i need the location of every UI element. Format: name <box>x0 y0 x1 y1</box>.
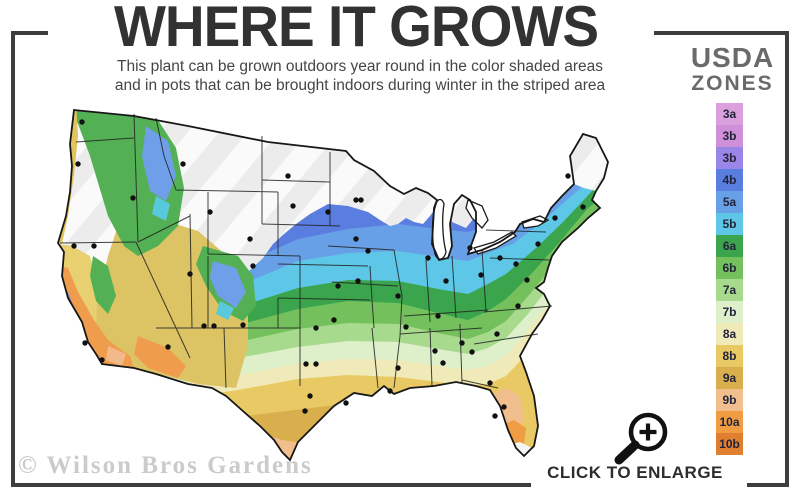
city-dot <box>487 380 493 386</box>
city-dot <box>497 255 503 261</box>
city-dot <box>313 325 319 331</box>
city-dot <box>580 204 586 210</box>
city-dot <box>331 317 337 323</box>
city-dot <box>285 173 291 179</box>
frame-top-left <box>11 31 48 35</box>
zone-swatch-3b-2: 3b <box>716 147 743 169</box>
zone-swatch-10b-15: 10b <box>716 433 743 455</box>
city-dot <box>355 278 361 284</box>
city-dot <box>211 323 217 329</box>
frame-right <box>785 31 789 487</box>
city-dot <box>435 313 441 319</box>
legend-title: USDA ZONES <box>660 42 800 96</box>
city-dot <box>307 393 313 399</box>
city-dot <box>443 278 449 284</box>
magnifier-icon[interactable] <box>604 405 680 467</box>
city-dots <box>71 119 586 419</box>
zone-swatch-6a-6: 6a <box>716 235 743 257</box>
city-dot <box>325 209 331 215</box>
zone-swatch-3a-0: 3a <box>716 103 743 125</box>
city-dot <box>79 119 85 125</box>
city-dot <box>180 161 186 167</box>
city-dot <box>71 243 77 249</box>
city-dot <box>387 388 393 394</box>
city-dot <box>353 197 359 203</box>
city-dot <box>99 357 105 363</box>
page-title: WHERE IT GROWS <box>113 0 599 59</box>
city-dot <box>240 322 246 328</box>
zone-swatch-4b-3: 4b <box>716 169 743 191</box>
city-dot <box>478 272 484 278</box>
click-to-enlarge-button[interactable]: CLICK TO ENLARGE <box>547 463 723 482</box>
zone-swatch-8b-11: 8b <box>716 345 743 367</box>
city-dot <box>313 361 319 367</box>
legend-title-zones: ZONES <box>691 72 774 95</box>
zone-swatch-6b-7: 6b <box>716 257 743 279</box>
city-dot <box>524 277 530 283</box>
city-dot <box>365 248 371 254</box>
city-dot <box>353 236 359 242</box>
city-dot <box>290 203 296 209</box>
zone-swatch-5b-5: 5b <box>716 213 743 235</box>
zone-swatch-5a-4: 5a <box>716 191 743 213</box>
city-dot <box>247 236 253 242</box>
state-borders <box>59 113 553 389</box>
zone-swatch-8a-10: 8a <box>716 323 743 345</box>
city-dot <box>440 360 446 366</box>
city-dot <box>535 241 541 247</box>
city-dot <box>565 173 571 179</box>
subtitle: This plant can be grown outdoors year ro… <box>0 58 720 96</box>
frame-top-right <box>654 31 789 35</box>
city-dot <box>187 271 193 277</box>
city-dot <box>358 197 364 203</box>
city-dot <box>395 365 401 371</box>
city-dot <box>302 408 308 414</box>
city-dot <box>250 263 256 269</box>
city-dot <box>207 209 213 215</box>
city-dot <box>459 340 465 346</box>
city-dot <box>303 361 309 367</box>
us-outline <box>57 109 609 462</box>
city-dot <box>425 255 431 261</box>
city-dot <box>469 349 475 355</box>
city-dot <box>552 215 558 221</box>
zone-swatch-7b-9: 7b <box>716 301 743 323</box>
city-dot <box>335 283 341 289</box>
city-dot <box>513 261 519 267</box>
frame-left <box>11 31 15 487</box>
city-dot <box>201 323 207 329</box>
subtitle-line2: and in pots that can be brought indoors … <box>114 76 606 94</box>
city-dot <box>343 400 349 406</box>
usda-zone-map[interactable] <box>38 96 658 468</box>
zone-swatch-9b-13: 9b <box>716 389 743 411</box>
zone-swatch-10a-14: 10a <box>716 411 743 433</box>
city-dot <box>75 161 81 167</box>
city-dot <box>494 331 500 337</box>
city-dot <box>432 348 438 354</box>
city-dot <box>82 340 88 346</box>
city-dot <box>492 413 498 419</box>
zone-swatch-9a-12: 9a <box>716 367 743 389</box>
city-dot <box>403 324 409 330</box>
city-dot <box>467 245 473 251</box>
city-dot <box>91 243 97 249</box>
subtitle-line1: This plant can be grown outdoors year ro… <box>117 58 603 75</box>
city-dot <box>165 344 171 350</box>
frame-bottom-left <box>11 483 531 487</box>
zone-swatch-7a-8: 7a <box>716 279 743 301</box>
legend-title-usda: USDA <box>690 42 775 73</box>
frame-bottom-right <box>747 483 789 487</box>
city-dot <box>130 195 136 201</box>
zone-legend: 3a 3b 3b 4b 5a 5b 6a 6b 7a 7b 8a 8b 9a 9b 10a 10b <box>716 103 743 455</box>
city-dot <box>501 404 507 410</box>
city-dot <box>515 303 521 309</box>
zone-swatch-3b-1: 3b <box>716 125 743 147</box>
city-dot <box>395 293 401 299</box>
zone-bands <box>58 110 608 460</box>
watermark: © Wilson Bros Gardens <box>18 452 313 479</box>
